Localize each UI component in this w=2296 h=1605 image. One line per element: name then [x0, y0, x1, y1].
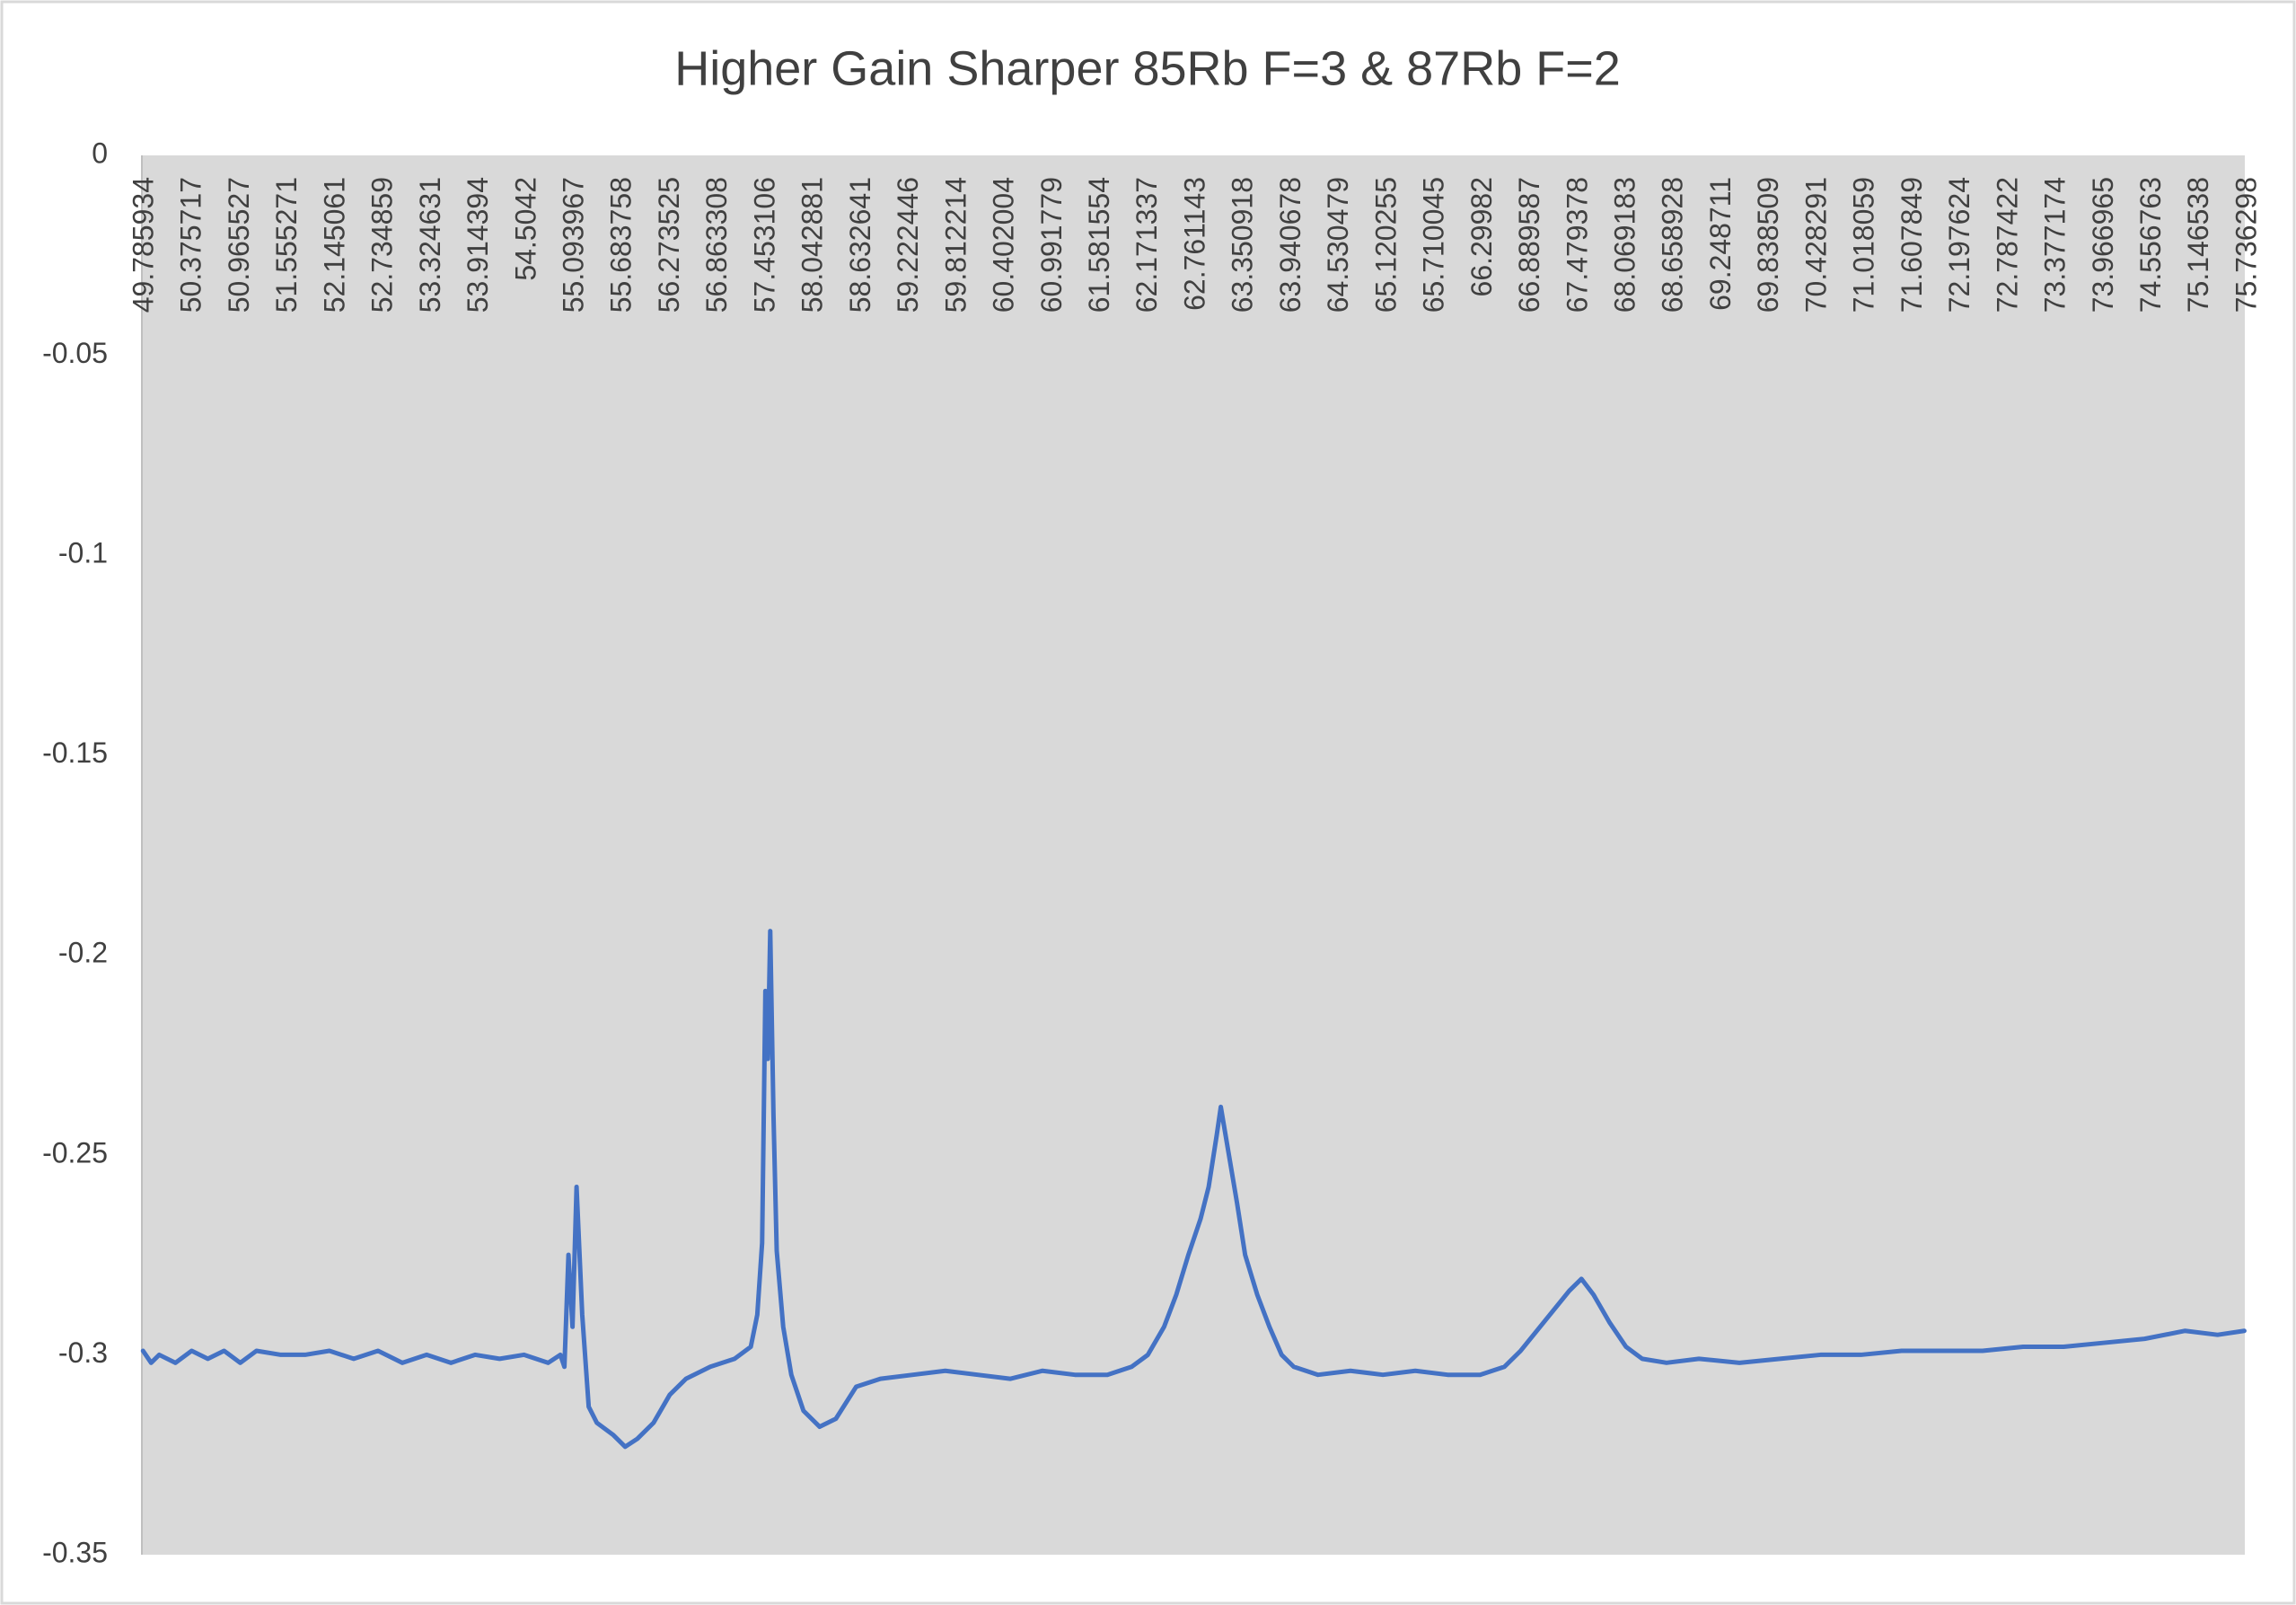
x-tick-label: 60.991779 — [1035, 177, 1068, 313]
x-tick-label: 52.145061 — [318, 177, 350, 313]
x-tick-label: 50.375717 — [175, 177, 207, 313]
x-tick-label: 75.146538 — [2182, 177, 2214, 313]
x-tick-label: 63.940678 — [1274, 177, 1306, 313]
x-tick-label: 55.683758 — [605, 177, 638, 313]
y-tick-label: -0.35 — [42, 1536, 108, 1568]
x-tick-label: 70.428291 — [1799, 177, 1832, 313]
y-tick-label: -0.05 — [42, 337, 108, 369]
x-tick-label: 62.761143 — [1178, 177, 1210, 311]
y-tick-label: -0.15 — [42, 736, 108, 769]
x-tick-label: 65.120255 — [1369, 177, 1402, 313]
chart-title: Higher Gain Sharper 85Rb F=3 & 87Rb F=2 — [674, 41, 1621, 95]
x-tick-label: 58.042881 — [796, 177, 829, 313]
x-tick-label: 73.966965 — [2087, 177, 2119, 313]
x-tick-label: 64.530479 — [1322, 177, 1354, 313]
y-tick-label: -0.2 — [58, 937, 108, 969]
x-tick-label: 51.555271 — [270, 177, 303, 313]
x-tick-label: 68.658928 — [1657, 177, 1689, 313]
x-tick-label: 71.018059 — [1848, 177, 1880, 313]
y-tick-label: -0.1 — [58, 537, 108, 569]
x-tick-label: 55.093967 — [557, 177, 589, 313]
x-tick-label: 53.914394 — [462, 177, 494, 313]
x-tick-label: 75.736298 — [2230, 177, 2262, 313]
x-tick-label: 62.171337 — [1130, 177, 1163, 313]
y-tick-label: -0.25 — [42, 1136, 108, 1168]
x-tick-label: 53.324631 — [414, 177, 446, 313]
x-tick-label: 56.273525 — [653, 177, 685, 313]
x-tick-label: 66.889587 — [1513, 177, 1545, 313]
x-tick-label: 61.581554 — [1083, 177, 1115, 313]
x-tick-label: 74.556763 — [2134, 177, 2167, 313]
x-tick-label: 63.350918 — [1227, 177, 1259, 313]
plot-area — [142, 155, 2245, 1555]
x-tick-label: 56.863308 — [700, 177, 733, 313]
y-tick-label: 0 — [92, 137, 108, 169]
x-tick-label: 50.965527 — [223, 177, 255, 313]
x-tick-label: 60.402004 — [988, 177, 1020, 313]
x-tick-label: 57.453106 — [748, 177, 780, 313]
x-tick-label: 72.787422 — [1991, 177, 2023, 313]
x-tick-label: 59.812214 — [939, 177, 972, 313]
x-tick-label: 69.838509 — [1752, 177, 1784, 313]
x-tick-label: 72.197624 — [1943, 177, 1975, 313]
x-tick-label: 71.607849 — [1896, 177, 1928, 313]
x-tick-label: 65.710045 — [1418, 177, 1450, 313]
x-tick-label: 52.734859 — [366, 177, 399, 313]
x-tick-label: 69.248711 — [1704, 177, 1737, 311]
y-tick-label: -0.3 — [58, 1336, 108, 1369]
x-tick-label: 68.069183 — [1609, 177, 1641, 313]
x-tick-label: 58.632641 — [844, 177, 876, 313]
x-tick-label: 59.222446 — [892, 177, 924, 313]
x-tick-label: 66.29982 — [1465, 177, 1498, 296]
x-tick-label: 49.785934 — [127, 177, 159, 313]
data-line — [140, 929, 2247, 1450]
x-tick-label: 73.377174 — [2039, 177, 2072, 313]
x-tick-label: 67.479378 — [1561, 177, 1593, 313]
x-tick-label: 54.5042 — [509, 177, 541, 281]
